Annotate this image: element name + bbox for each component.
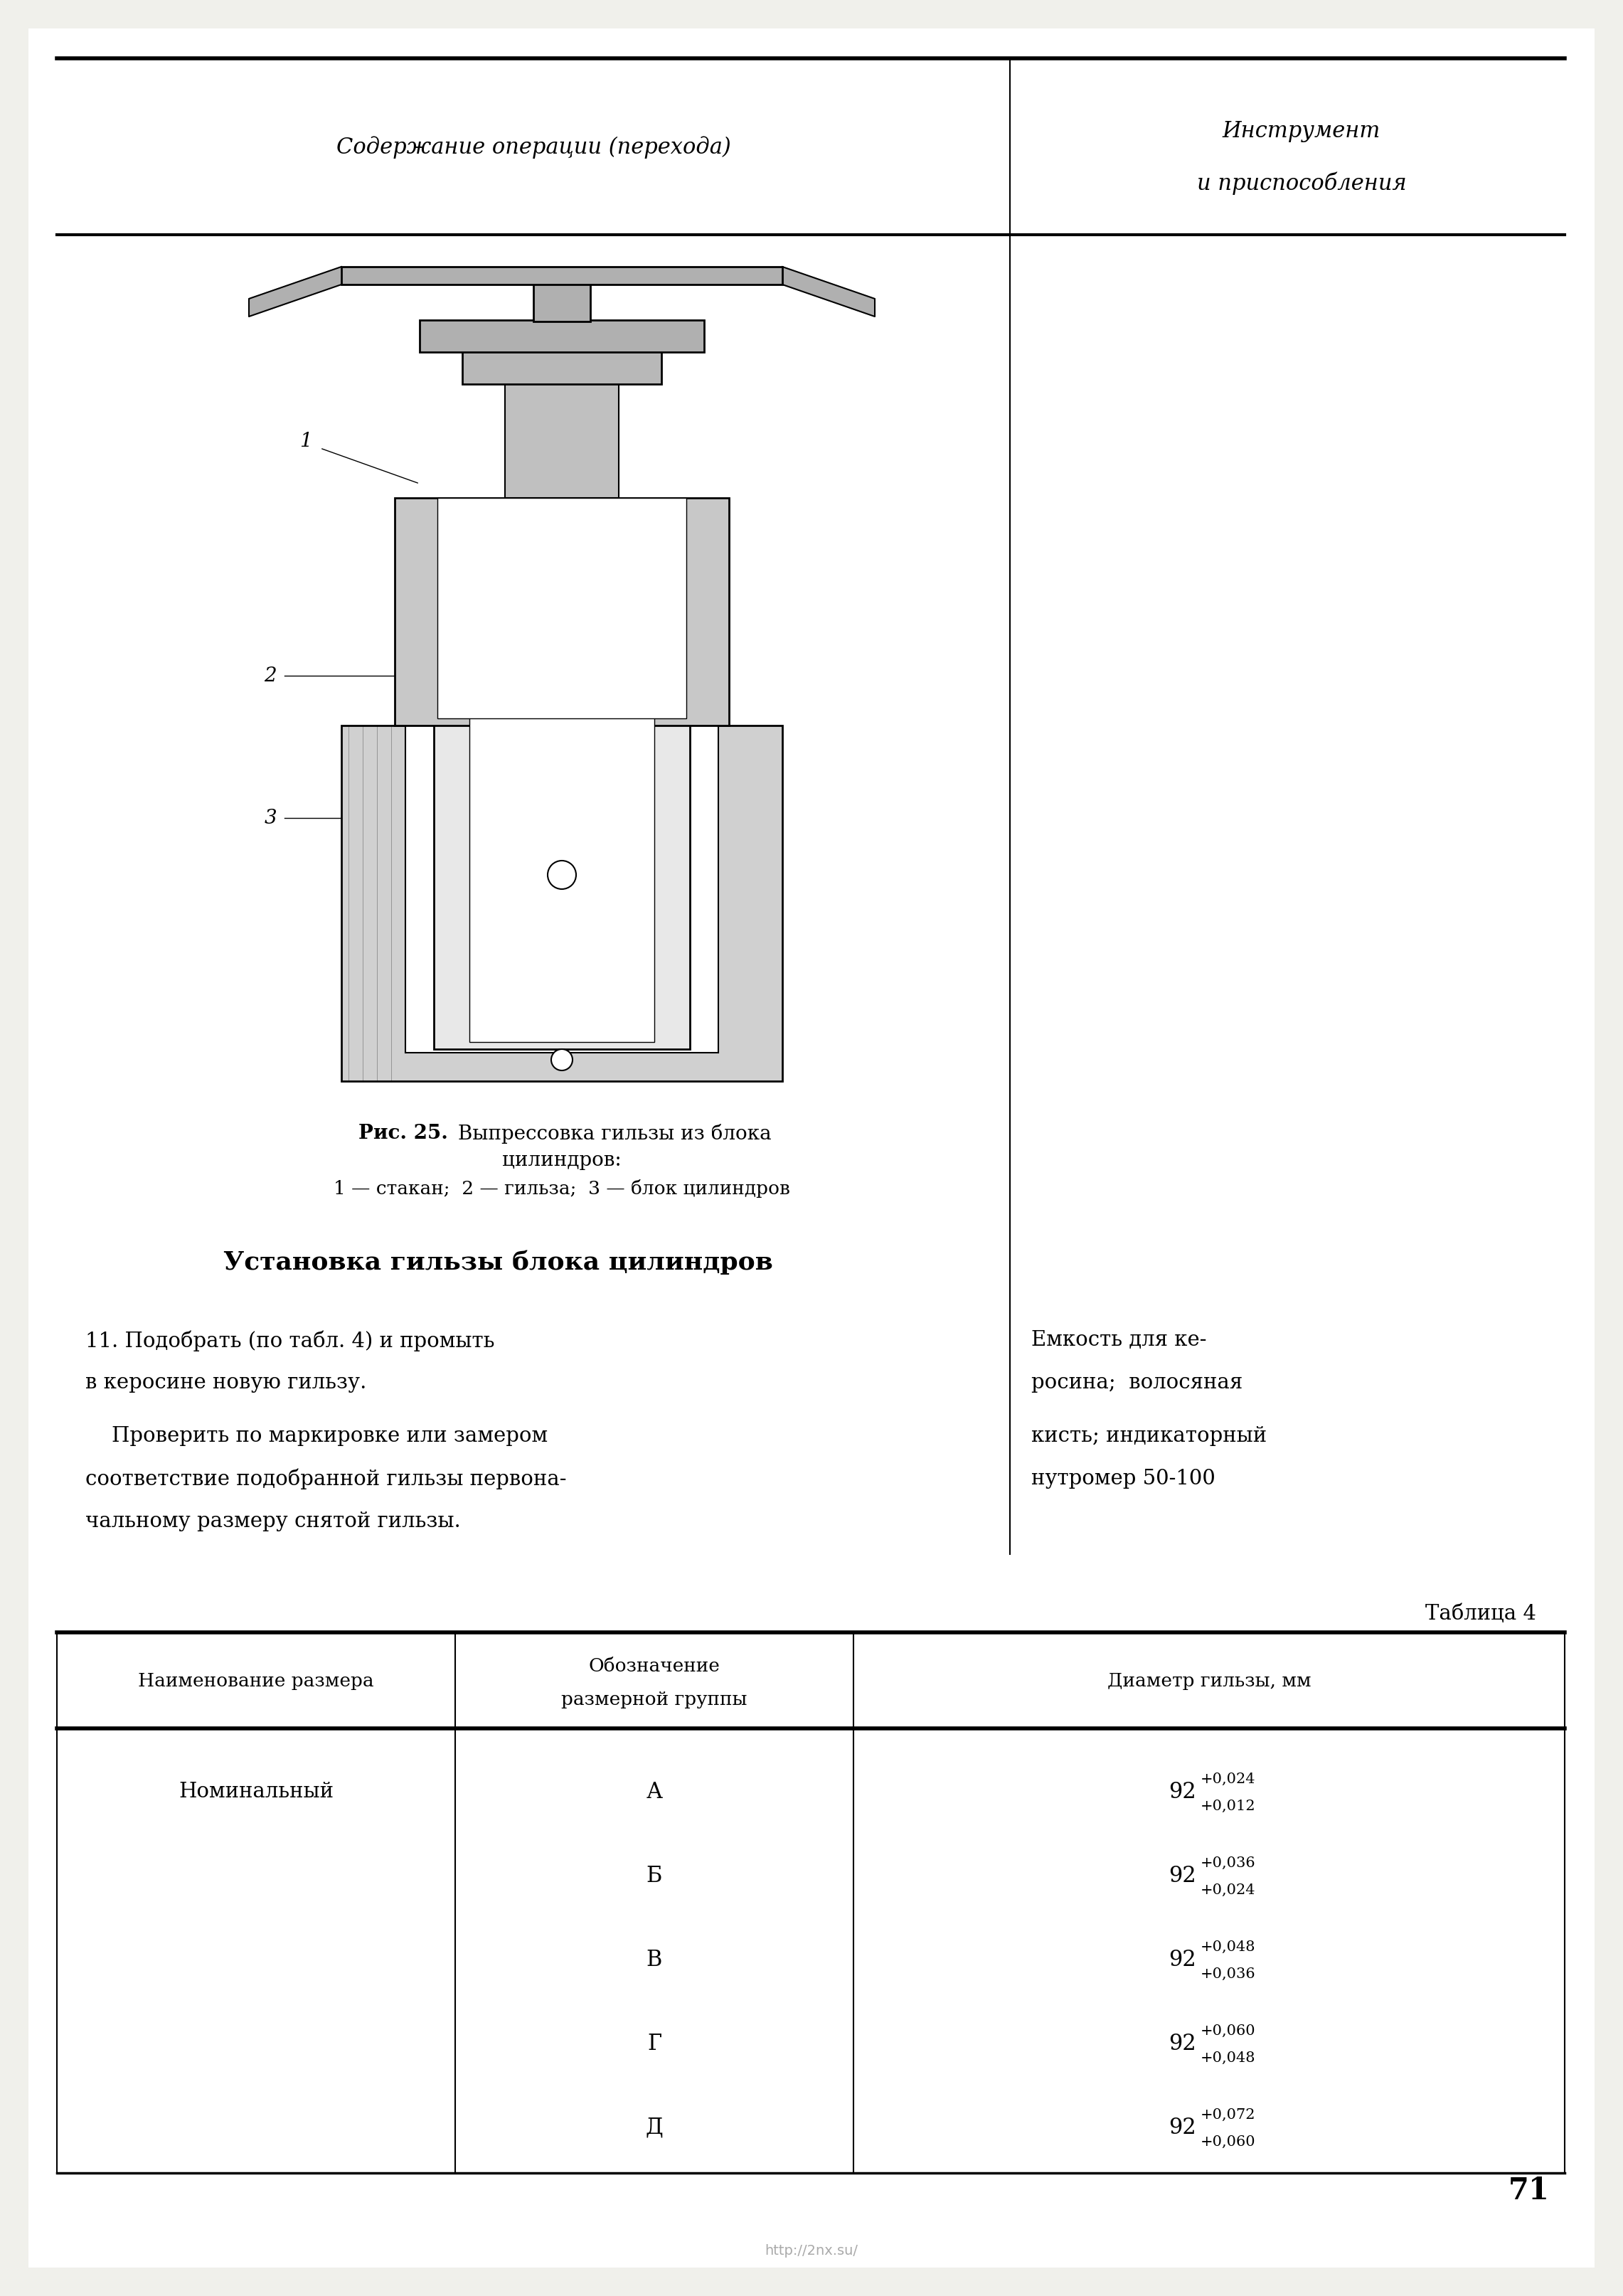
Text: 71: 71 — [1508, 2177, 1550, 2206]
Text: 92: 92 — [1169, 1949, 1196, 1970]
Text: А: А — [646, 1782, 662, 1802]
Text: +0,048: +0,048 — [1201, 1940, 1256, 1954]
Text: +0,012: +0,012 — [1201, 1800, 1256, 1812]
Text: http://2nx.su/: http://2nx.su/ — [764, 2245, 859, 2257]
Text: +0,024: +0,024 — [1201, 1883, 1256, 1896]
Text: Инструмент: Инструмент — [1222, 122, 1381, 142]
Text: Содержание операции (перехода): Содержание операции (перехода) — [336, 135, 730, 158]
Text: 92: 92 — [1169, 2032, 1196, 2055]
Text: в керосине новую гильзу.: в керосине новую гильзу. — [86, 1373, 367, 1394]
Text: кисть; индикаторный: кисть; индикаторный — [1031, 1426, 1268, 1446]
Bar — [505, 377, 618, 498]
Text: Проверить по маркировке или замером: Проверить по маркировке или замером — [86, 1426, 547, 1446]
Text: 1: 1 — [300, 432, 312, 450]
Text: +0,036: +0,036 — [1201, 1855, 1256, 1869]
Text: Выпрессовка гильзы из блока: Выпрессовка гильзы из блока — [451, 1123, 771, 1143]
Text: чальному размеру снятой гильзы.: чальному размеру снятой гильзы. — [86, 1511, 461, 1531]
Text: +0,036: +0,036 — [1201, 1968, 1256, 1981]
Text: 92: 92 — [1169, 1864, 1196, 1887]
Text: Диаметр гильзы, мм: Диаметр гильзы, мм — [1107, 1671, 1311, 1690]
Bar — [438, 498, 687, 719]
Text: росина;  волосяная: росина; волосяная — [1031, 1373, 1243, 1394]
Text: Емкость для ке-: Емкость для ке- — [1031, 1329, 1206, 1350]
Text: цилиндров:: цилиндров: — [502, 1150, 622, 1171]
Text: Обозначение: Обозначение — [589, 1658, 721, 1676]
Text: Установка гильзы блока цилиндров: Установка гильзы блока цилиндров — [222, 1251, 773, 1274]
Text: соответствие подобранной гильзы первона-: соответствие подобранной гильзы первона- — [86, 1469, 566, 1490]
Circle shape — [547, 861, 576, 889]
Bar — [463, 349, 662, 383]
Circle shape — [552, 1049, 573, 1070]
Text: 2: 2 — [265, 666, 276, 684]
Polygon shape — [248, 266, 341, 317]
Bar — [534, 278, 591, 321]
Text: +0,024: +0,024 — [1201, 1773, 1256, 1786]
Text: Г: Г — [648, 2032, 662, 2055]
Text: +0,060: +0,060 — [1201, 2135, 1256, 2149]
Text: Д: Д — [646, 2117, 664, 2138]
Text: Наименование размера: Наименование размера — [138, 1671, 373, 1690]
Bar — [394, 498, 729, 726]
Text: Рис. 25.: Рис. 25. — [359, 1123, 448, 1143]
Polygon shape — [782, 266, 875, 317]
Bar — [469, 611, 654, 1042]
Text: нутромер 50-100: нутромер 50-100 — [1031, 1469, 1216, 1488]
Text: 3: 3 — [265, 808, 276, 827]
Text: +0,072: +0,072 — [1201, 2108, 1256, 2122]
Text: +0,048: +0,048 — [1201, 2050, 1256, 2064]
Text: Номинальный: Номинальный — [179, 1782, 334, 1802]
Bar — [341, 266, 782, 285]
Text: 92: 92 — [1169, 1782, 1196, 1802]
Text: Б: Б — [646, 1864, 662, 1887]
Bar — [420, 319, 704, 351]
Text: размерной группы: размерной группы — [562, 1692, 747, 1708]
Bar — [341, 726, 782, 1081]
Bar — [406, 726, 719, 1052]
Text: В: В — [646, 1949, 662, 1970]
Text: Таблица 4: Таблица 4 — [1425, 1605, 1537, 1623]
Text: 92: 92 — [1169, 2117, 1196, 2138]
Text: и приспособления: и приспособления — [1196, 172, 1407, 195]
Text: 11. Подобрать (по табл. 4) и промыть: 11. Подобрать (по табл. 4) и промыть — [86, 1329, 495, 1350]
Text: 1 — стакан;  2 — гильза;  3 — блок цилиндров: 1 — стакан; 2 — гильза; 3 — блок цилиндр… — [334, 1180, 790, 1199]
Bar — [433, 611, 690, 1049]
Text: +0,060: +0,060 — [1201, 2025, 1256, 2037]
